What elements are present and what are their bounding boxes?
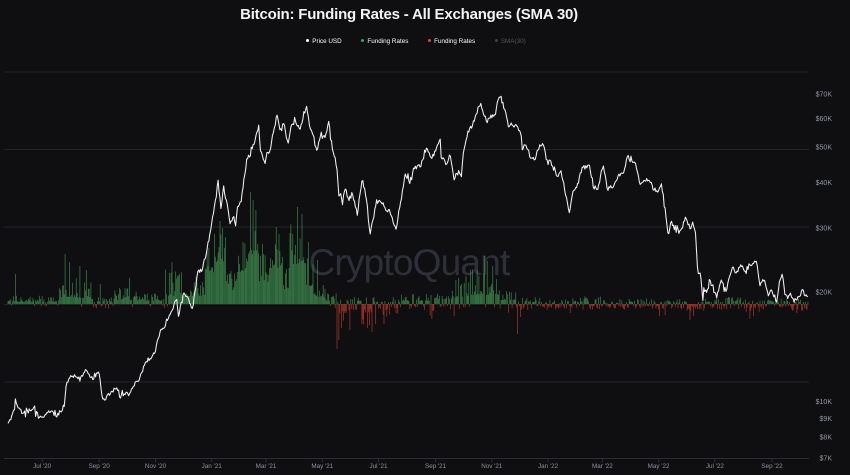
svg-text:Jul '20: Jul '20 (33, 463, 52, 470)
svg-text:$10K: $10K (816, 399, 833, 406)
svg-text:$40K: $40K (816, 180, 833, 187)
svg-text:Jul '21: Jul '21 (369, 463, 388, 470)
svg-text:Sep '20: Sep '20 (89, 463, 111, 470)
svg-text:Jul '22: Jul '22 (706, 463, 725, 470)
svg-text:$7K: $7K (820, 456, 833, 463)
svg-text:Nov '20: Nov '20 (145, 463, 167, 470)
svg-text:Jan '22: Jan '22 (538, 463, 559, 470)
svg-text:Sep '21: Sep '21 (425, 463, 447, 470)
svg-text:Nov '21: Nov '21 (481, 463, 503, 470)
svg-text:$30K: $30K (816, 225, 833, 232)
svg-text:$8K: $8K (820, 434, 833, 441)
svg-text:Sep '22: Sep '22 (761, 463, 783, 470)
svg-text:$20K: $20K (816, 290, 833, 297)
svg-text:May '22: May '22 (648, 463, 670, 470)
svg-text:May '21: May '21 (311, 463, 333, 470)
svg-text:$50K: $50K (816, 145, 833, 152)
svg-text:$70K: $70K (816, 92, 833, 99)
svg-text:CryptoQuant: CryptoQuant (309, 242, 511, 283)
svg-text:Mar '21: Mar '21 (256, 463, 277, 470)
svg-text:Jan '21: Jan '21 (202, 463, 223, 470)
svg-text:$9K: $9K (820, 416, 833, 423)
svg-text:Mar '22: Mar '22 (592, 463, 613, 470)
svg-text:$60K: $60K (816, 116, 833, 123)
